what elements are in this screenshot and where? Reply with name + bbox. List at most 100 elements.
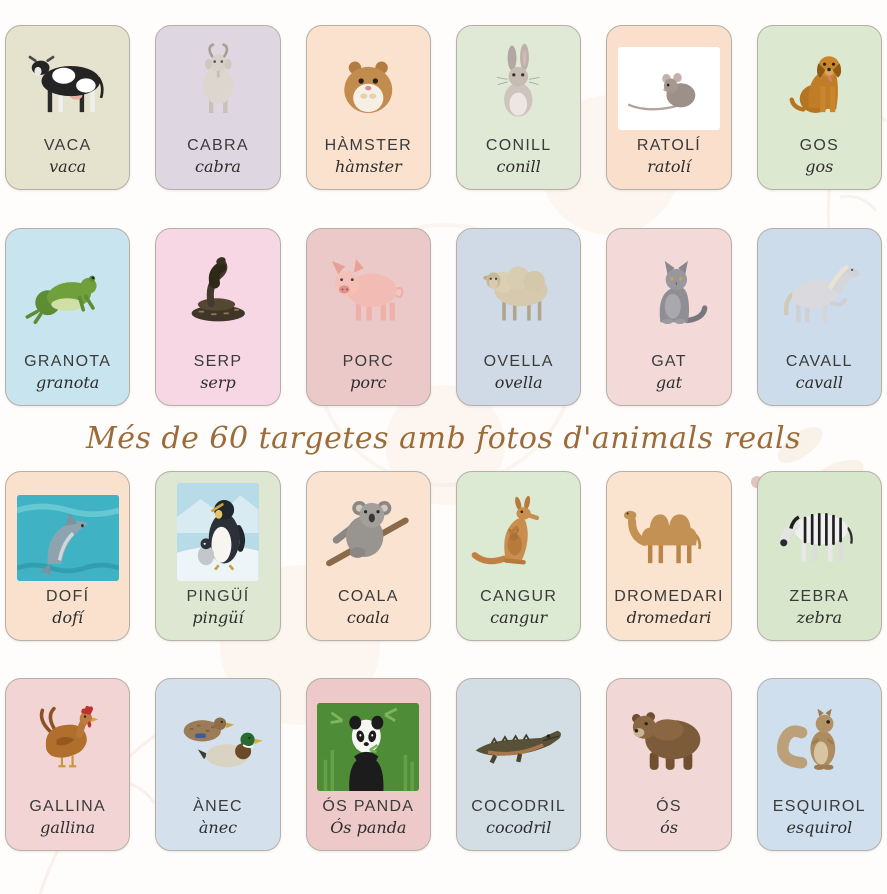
sheep-photo — [462, 237, 575, 349]
card-cursive-label: gallina — [40, 818, 96, 838]
bear-photo — [612, 687, 725, 794]
card-title: COCODRIL — [471, 798, 567, 816]
card-title: PINGÜÍ — [186, 588, 250, 606]
flashcard-dromedari: DROMEDARI dromedari — [606, 471, 732, 641]
flashcard-cocodril: COCODRIL cocodril — [456, 678, 582, 851]
card-title: CONILL — [485, 137, 552, 155]
card-cursive-label: gos — [805, 157, 834, 177]
hen-photo — [11, 687, 124, 794]
card-title: DOFÍ — [45, 588, 90, 606]
card-title: ZEBRA — [789, 588, 850, 606]
flashcard-gos: GOS gos — [756, 25, 882, 190]
flashcard-granota: GRANOTA granota — [5, 228, 131, 406]
mouse-photo — [618, 46, 720, 131]
card-cursive-label: gat — [655, 373, 683, 393]
card-cursive-label: dofí — [52, 608, 84, 628]
card-cursive-label: pingüí — [192, 608, 244, 628]
camel-photo — [612, 480, 725, 584]
card-row-4: GALLINA gallina ÀNEC ànec ÓS PANDA Ós pa… — [0, 678, 887, 851]
card-row-1: VACA vaca CABRA cabra HÀMSTER hàmster CO… — [0, 25, 887, 190]
card-cursive-label: cangur — [490, 608, 548, 628]
card-title: CANGUR — [480, 588, 558, 606]
card-title: RATOLÍ — [636, 137, 702, 155]
card-cursive-label: Ós panda — [330, 818, 407, 838]
flashcard-esquirol: ESQUIROL esquirol — [756, 678, 882, 851]
crocodile-photo — [462, 687, 575, 794]
zebra-photo — [763, 480, 876, 584]
rabbit-photo — [462, 34, 575, 133]
card-cursive-label: dromedari — [626, 608, 712, 628]
flashcard-pingui: PINGÜÍ pingüí — [155, 471, 281, 641]
goat-photo — [161, 34, 274, 133]
card-title: DROMEDARI — [614, 588, 724, 606]
flashcard-hamster: HÀMSTER hàmster — [305, 25, 431, 190]
card-title: COALA — [337, 588, 399, 606]
panda-photo — [317, 703, 420, 792]
card-cursive-label: porc — [350, 373, 387, 393]
card-row-3: DOFÍ dofí PINGÜÍ pingüí COALA coala CANG… — [0, 471, 887, 641]
card-title: GAT — [651, 353, 687, 371]
flashcard-porc: PORC porc — [305, 228, 431, 406]
flashcard-cavall: CAVALL cavall — [756, 228, 882, 406]
ducks-photo — [161, 687, 274, 794]
squirrel-photo — [763, 687, 876, 794]
card-cursive-label: serp — [200, 373, 236, 393]
horse-photo — [763, 237, 876, 349]
snake-photo — [161, 237, 274, 349]
card-title: CAVALL — [785, 353, 853, 371]
penguin-photo — [177, 483, 259, 582]
flashcard-dofi: DOFÍ dofí — [5, 471, 131, 641]
cow-photo — [11, 34, 124, 133]
card-cursive-label: ós — [660, 818, 678, 838]
card-cursive-label: cocodril — [486, 818, 552, 838]
card-cursive-label: ovella — [494, 373, 543, 393]
card-title: GOS — [799, 137, 840, 155]
card-cursive-label: cabra — [195, 157, 241, 177]
banner-text: Més de 60 targetes amb fotos d'animals r… — [86, 421, 801, 456]
card-cursive-label: conill — [496, 157, 541, 177]
card-title: GALLINA — [29, 798, 106, 816]
card-title: VACA — [43, 137, 92, 155]
card-title: GRANOTA — [24, 353, 112, 371]
card-title: ESQUIROL — [772, 798, 866, 816]
flashcard-os-panda: ÓS PANDA Ós panda — [305, 678, 431, 851]
flashcard-cangur: CANGUR cangur — [456, 471, 582, 641]
flashcard-vaca: VACA vaca — [5, 25, 131, 190]
dog-photo — [763, 34, 876, 133]
kangaroo-photo — [462, 480, 575, 584]
hamster-photo — [312, 34, 425, 133]
card-cursive-label: ànec — [198, 818, 238, 838]
card-cursive-label: granota — [35, 373, 100, 393]
flashcard-serp: SERP serp — [155, 228, 281, 406]
card-row-2: GRANOTA granota SERP serp PORC porc OVEL… — [0, 228, 887, 406]
card-cursive-label: cavall — [795, 373, 843, 393]
flashcard-ovella: OVELLA ovella — [456, 228, 582, 406]
card-title: OVELLA — [483, 353, 554, 371]
flashcards-sheet: VACA vaca CABRA cabra HÀMSTER hàmster CO… — [0, 25, 887, 894]
card-title: ÀNEC — [193, 798, 243, 816]
flashcard-anec: ÀNEC ànec — [155, 678, 281, 851]
cat-photo — [612, 237, 725, 349]
pig-photo — [312, 237, 425, 349]
flashcard-ratoli: RATOLÍ ratolí — [606, 25, 732, 190]
card-cursive-label: esquirol — [786, 818, 853, 838]
card-cursive-label: ratolí — [647, 157, 691, 177]
card-cursive-label: vaca — [49, 157, 87, 177]
card-cursive-label: coala — [346, 608, 390, 628]
koala-photo — [312, 480, 425, 584]
flashcard-gallina: GALLINA gallina — [5, 678, 131, 851]
flashcard-coala: COALA coala — [305, 471, 431, 641]
card-title: SERP — [193, 353, 243, 371]
dolphin-photo — [16, 495, 119, 582]
flashcard-conill: CONILL conill — [456, 25, 582, 190]
card-cursive-label: zebra — [796, 608, 842, 628]
flashcard-cabra: CABRA cabra — [155, 25, 281, 190]
frog-photo — [11, 237, 124, 349]
card-title: ÓS PANDA — [322, 798, 415, 816]
card-title: HÀMSTER — [324, 137, 412, 155]
card-title: PORC — [342, 353, 395, 371]
card-cursive-label: hàmster — [334, 157, 402, 177]
flashcard-gat: GAT gat — [606, 228, 732, 406]
card-title: ÓS — [656, 798, 682, 816]
flashcard-zebra: ZEBRA zebra — [756, 471, 882, 641]
